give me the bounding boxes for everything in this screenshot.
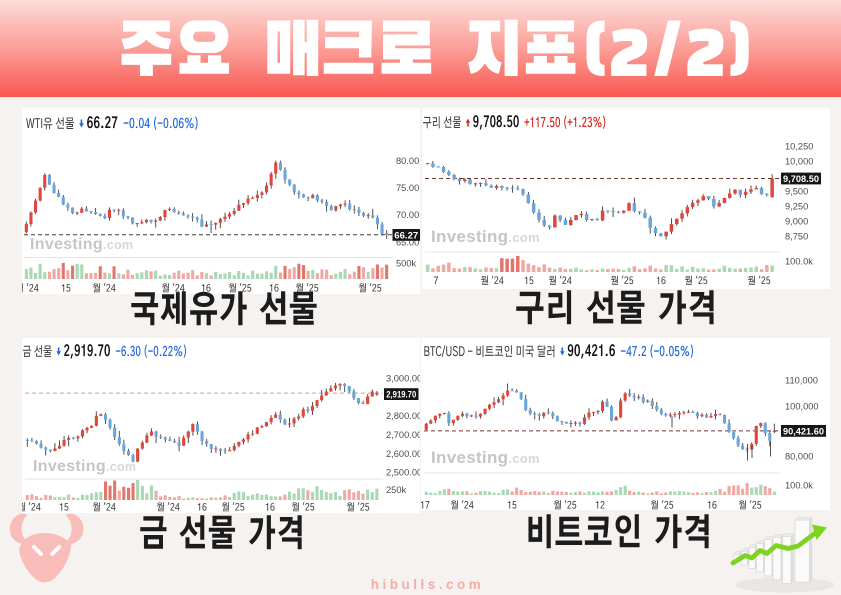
svg-text:2,700.00: 2,700.00 [386, 430, 422, 440]
svg-text:70.00: 70.00 [396, 210, 419, 220]
svg-text:9,500: 9,500 [785, 187, 808, 197]
svg-text:10,000: 10,000 [785, 157, 813, 167]
svg-text:80.00: 80.00 [396, 156, 419, 166]
svg-text:9,708.50: 9,708.50 [783, 173, 819, 184]
svg-text:2,919.70: 2,919.70 [386, 389, 416, 400]
svg-text:10,250: 10,250 [785, 142, 813, 152]
svg-text:80,000: 80,000 [785, 452, 813, 462]
svg-text:9,250: 9,250 [785, 202, 808, 212]
svg-text:Investing.com: Investing.com [30, 236, 133, 253]
svg-text:2,500.00: 2,500.00 [386, 468, 422, 478]
svg-text:100.0k: 100.0k [785, 257, 813, 267]
svg-text:Investing.com: Investing.com [431, 227, 540, 246]
svg-text:2,600.00: 2,600.00 [386, 449, 422, 459]
svg-text:100.0k: 100.0k [785, 481, 813, 491]
svg-text:2,800.00: 2,800.00 [386, 411, 422, 421]
svg-text:9,000: 9,000 [785, 217, 808, 227]
svg-text:110,000: 110,000 [785, 376, 818, 386]
svg-text:66.27: 66.27 [394, 229, 418, 240]
svg-text:8,750: 8,750 [785, 232, 808, 242]
svg-text:Investing.com: Investing.com [33, 458, 136, 475]
svg-text:65.00: 65.00 [396, 237, 419, 247]
svg-text:250k: 250k [386, 485, 407, 495]
svg-text:500k: 500k [396, 259, 417, 269]
svg-text:100,000: 100,000 [785, 402, 819, 412]
svg-text:3,000.00: 3,000.00 [386, 374, 422, 384]
svg-text:75.00: 75.00 [396, 183, 419, 193]
svg-text:Investing.com: Investing.com [431, 448, 540, 467]
svg-text:90,421.60: 90,421.60 [783, 425, 824, 436]
